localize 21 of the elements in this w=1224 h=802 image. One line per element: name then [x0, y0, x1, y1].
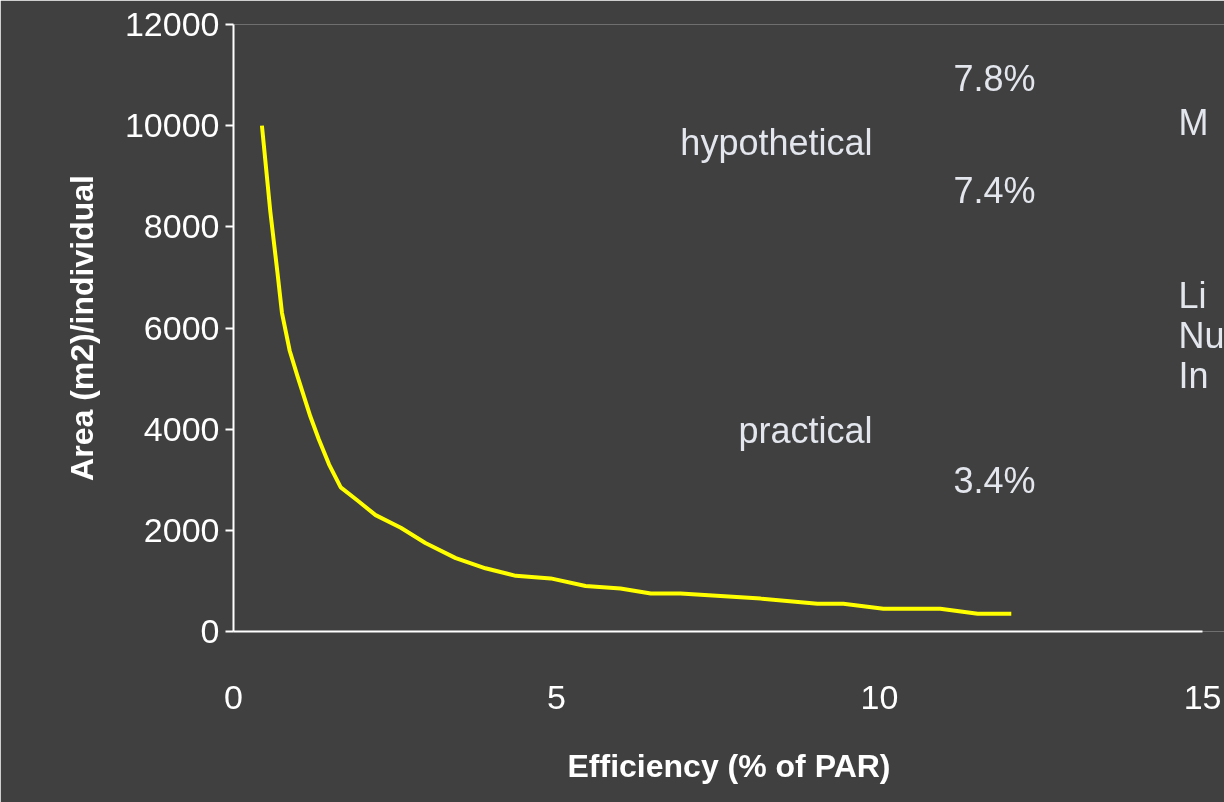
- annotation: In: [1178, 355, 1209, 396]
- annotation: practical: [738, 410, 873, 451]
- y-tick-label: 2000: [143, 510, 220, 549]
- annotation: M: [1178, 102, 1209, 143]
- annotation: Li: [1178, 275, 1207, 316]
- x-axis-title: Efficiency (% of PAR): [567, 747, 891, 784]
- x-tick-label: 15: [1183, 677, 1222, 716]
- annotation: hypothetical: [680, 122, 873, 163]
- annotation: 3.4%: [953, 460, 1036, 501]
- annotation: 7.4%: [953, 170, 1036, 211]
- y-tick-label: 8000: [143, 207, 220, 246]
- y-tick-label: 6000: [143, 308, 220, 347]
- y-tick-label: 4000: [143, 409, 220, 448]
- y-tick-label: 0: [200, 612, 220, 650]
- annotation: Nu: [1178, 315, 1224, 356]
- x-tick-label: 10: [860, 677, 899, 716]
- y-axis-title: Area (m2)/individual: [63, 175, 100, 481]
- x-tick-label: 5: [547, 677, 566, 716]
- y-tick-label: 10000: [124, 106, 220, 145]
- y-tick-label: 12000: [124, 5, 220, 43]
- annotation: 7.8%: [953, 58, 1036, 99]
